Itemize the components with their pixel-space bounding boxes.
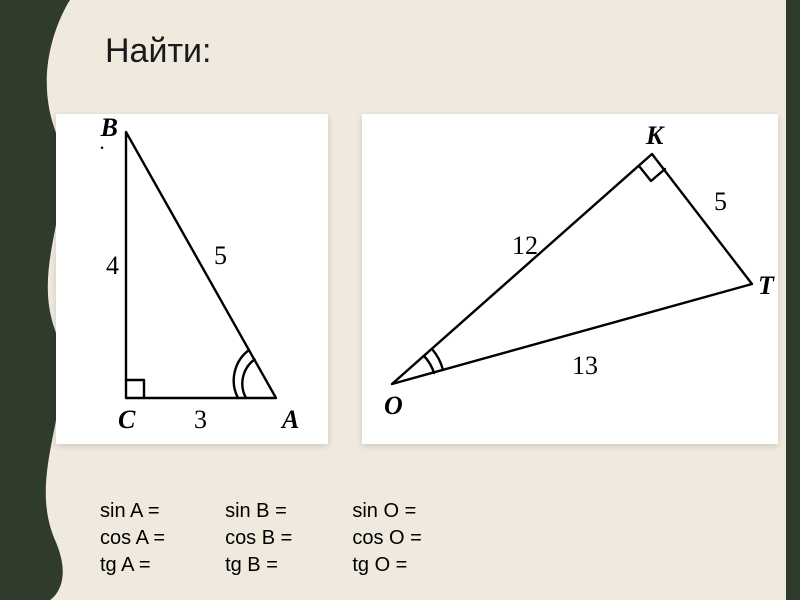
angle-arc-a <box>242 360 254 399</box>
formula-cos-b: cos B = <box>225 527 292 550</box>
angle-arc-a-2 <box>234 350 249 398</box>
side-label-kt: 5 <box>714 187 727 216</box>
formula-tg-o: tg O = <box>352 554 421 577</box>
formula-tg-a: tg A = <box>100 554 165 577</box>
formula-block: sin A = cos A = tg A = sin B = cos B = t… <box>100 500 422 577</box>
vertex-label-k: K <box>645 121 665 150</box>
triangle-abc-shape <box>126 132 276 398</box>
right-angle-marker-k <box>639 166 665 181</box>
vertex-label-c: C <box>118 405 136 434</box>
formula-sin-a: sin A = <box>100 500 165 523</box>
side-label-ok: 12 <box>512 231 538 260</box>
side-label-ab: 5 <box>214 241 227 270</box>
figure-triangle-okt: O K T 12 5 13 <box>362 114 778 444</box>
formula-cos-o: cos O = <box>352 527 421 550</box>
formula-col-b: sin B = cos B = tg B = <box>225 500 292 577</box>
angle-arc-o <box>432 349 443 370</box>
formula-sin-b: sin B = <box>225 500 292 523</box>
side-label-ca: 3 <box>194 405 207 434</box>
side-label-bc: 4 <box>106 251 119 280</box>
slide-title: Найти: <box>105 32 211 71</box>
angle-arc-o-2 <box>424 356 434 373</box>
vertex-label-a: A <box>280 405 299 434</box>
side-label-ot: 13 <box>572 351 598 380</box>
triangle-okt-svg: O K T 12 5 13 <box>362 114 778 444</box>
formula-cos-a: cos A = <box>100 527 165 550</box>
figure-triangle-abc: B C A 4 3 5 ・ <box>56 114 328 444</box>
dot-near-b: ・ <box>96 141 108 155</box>
formula-col-a: sin A = cos A = tg A = <box>100 500 165 577</box>
formula-col-o: sin O = cos O = tg O = <box>352 500 421 577</box>
formula-sin-o: sin O = <box>352 500 421 523</box>
vertex-label-b: B <box>100 114 118 142</box>
slide: Найти: B C A 4 3 5 ・ <box>0 0 800 600</box>
right-accent-bar <box>786 0 800 600</box>
vertex-label-o: O <box>384 391 403 420</box>
right-angle-marker-c <box>126 380 144 398</box>
vertex-label-t: T <box>758 271 775 300</box>
triangle-okt-shape <box>392 154 752 384</box>
triangle-abc-svg: B C A 4 3 5 ・ <box>56 114 328 444</box>
formula-tg-b: tg B = <box>225 554 292 577</box>
